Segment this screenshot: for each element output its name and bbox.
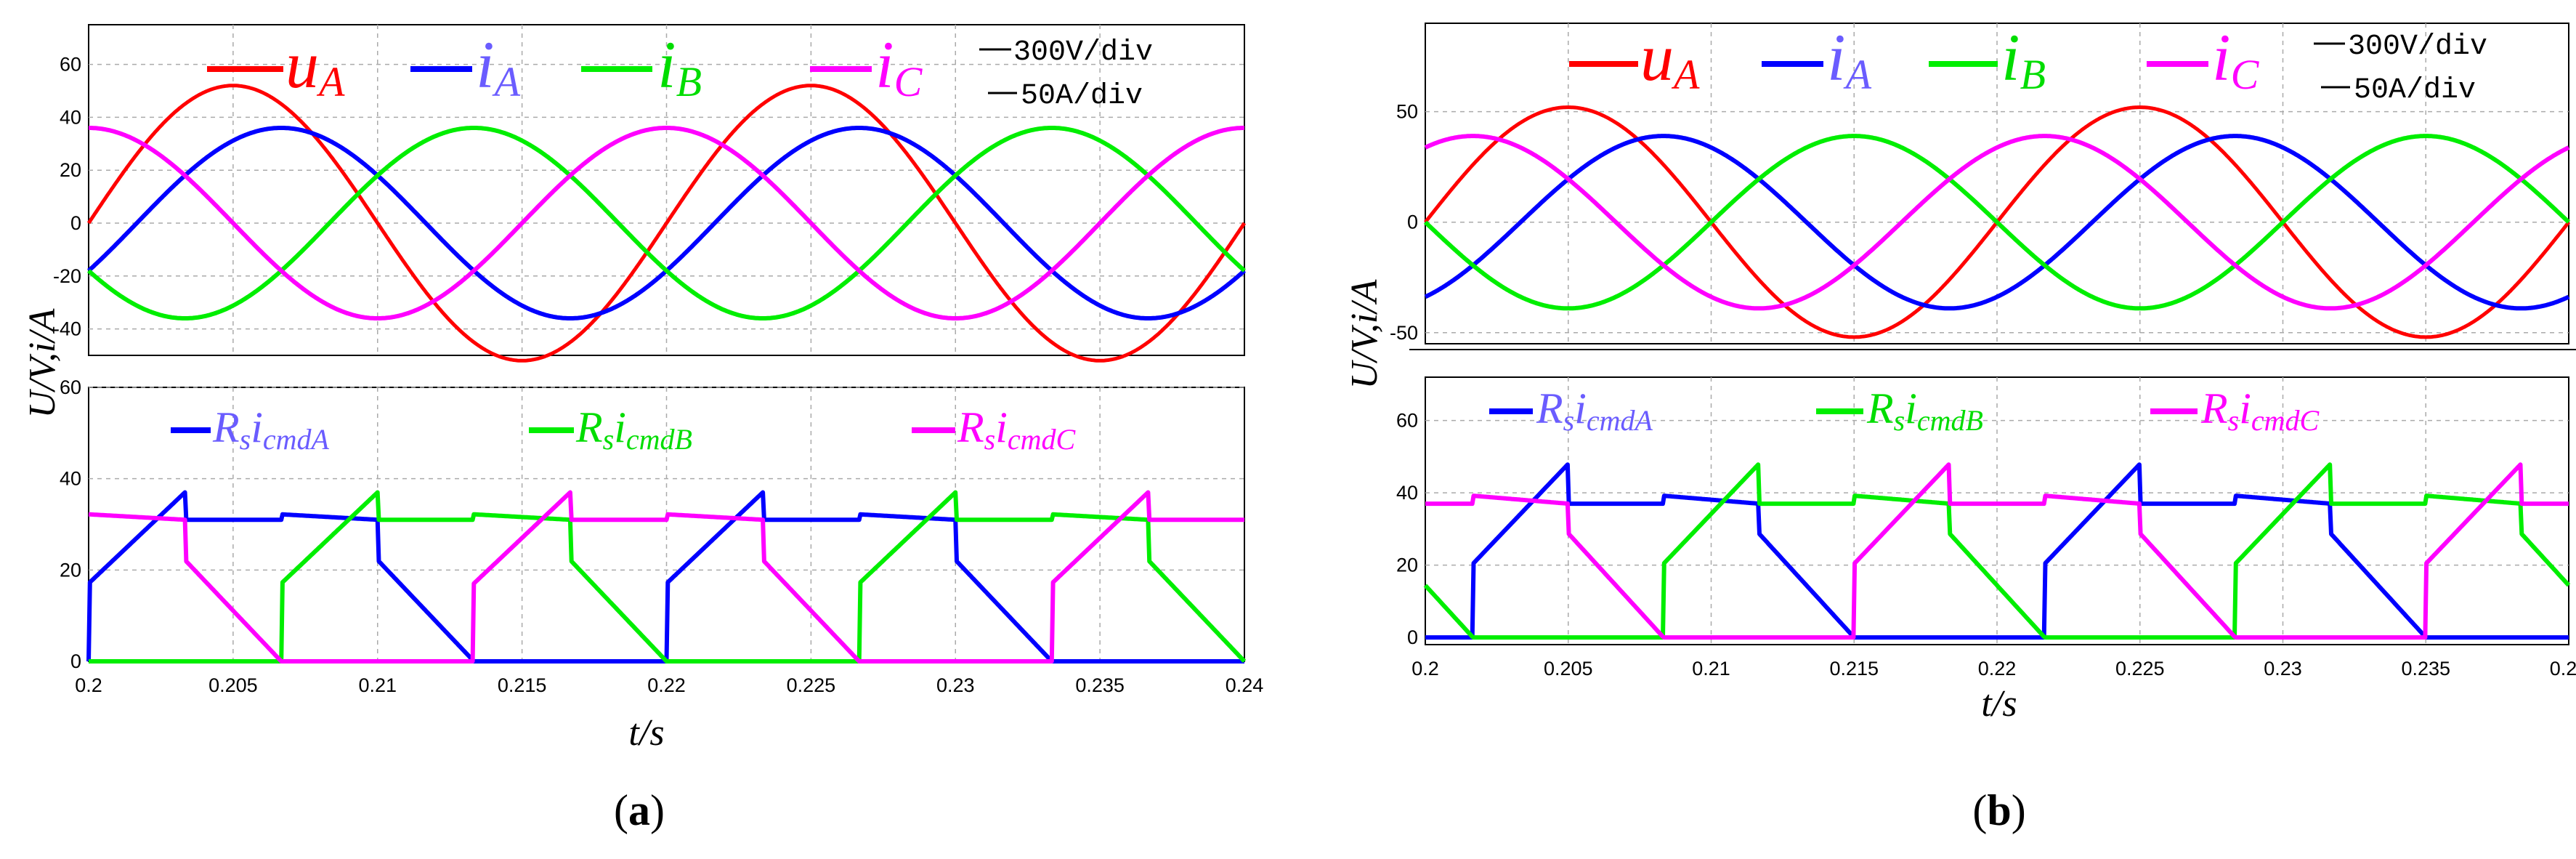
scale-text-v-b: 300V/div xyxy=(2348,31,2487,63)
ytick-label-a-upper: 60 xyxy=(60,54,81,76)
xtick-label-a-lower: 0.215 xyxy=(498,674,547,696)
ytick-label-a-upper: 40 xyxy=(60,106,81,128)
ytick-label-a-upper: -20 xyxy=(53,265,81,287)
caption-b: (b) xyxy=(1972,786,2025,834)
xtick-label-b-lower: 0.2 xyxy=(1411,658,1439,679)
ytick-label-a-lower: 0 xyxy=(70,650,81,672)
caption-a: (a) xyxy=(614,786,665,834)
ylabel-a: U/V,i/A xyxy=(22,308,63,418)
xlabel-a: t/s xyxy=(628,712,664,754)
xtick-label-b-lower: 0.22 xyxy=(1978,658,2017,679)
xtick-label-b-lower: 0.235 xyxy=(2401,658,2450,679)
ytick-label-a-upper: 0 xyxy=(70,212,81,234)
ytick-label-b-lower: 60 xyxy=(1396,410,1418,432)
xtick-label-a-lower: 0.23 xyxy=(936,674,975,696)
ytick-label-b-upper: -50 xyxy=(1390,322,1418,344)
ytick-label-a-lower: 40 xyxy=(60,468,81,490)
figure: 6040200-20-4060402000.2 0.205 0.21 0.215 0.2… xyxy=(0,0,2576,859)
scale-text-v-a: 300V/div xyxy=(1013,36,1153,69)
xtick-label-b-lower: 0.24 xyxy=(2550,658,2576,679)
xtick-label-b-lower: 0.205 xyxy=(1544,658,1593,679)
ytick-label-a-lower: 20 xyxy=(60,559,81,581)
xtick-label-b-lower: 0.225 xyxy=(2115,658,2165,679)
xtick-label-a-lower: 0.225 xyxy=(787,674,836,696)
xtick-label-a-lower: 0.21 xyxy=(358,674,397,696)
ytick-label-b-lower: 20 xyxy=(1396,554,1418,576)
xtick-label-a-lower: 0.22 xyxy=(647,674,686,696)
xtick-label-b-lower: 0.23 xyxy=(2264,658,2302,679)
xtick-label-a-lower: 0.2 xyxy=(75,674,102,696)
ytick-label-b-lower: 0 xyxy=(1407,626,1418,648)
xtick-label-a-lower: 0.24 xyxy=(1226,674,1264,696)
scale-text-i-a: 50A/div xyxy=(1021,80,1143,113)
ytick-label-b-lower: 40 xyxy=(1396,482,1418,504)
xtick-label-b-lower: 0.215 xyxy=(1829,658,1879,679)
ytick-label-b-upper: 0 xyxy=(1407,211,1418,233)
ylabel-b: U/V,i/A xyxy=(1344,279,1385,389)
ytick-label-a-upper: 20 xyxy=(60,159,81,181)
xlabel-b: t/s xyxy=(1981,683,2017,725)
scale-text-i-b: 50A/div xyxy=(2354,74,2476,107)
xtick-label-a-lower: 0.235 xyxy=(1075,674,1125,696)
xtick-label-b-lower: 0.21 xyxy=(1692,658,1730,679)
ytick-label-b-upper: 50 xyxy=(1396,101,1418,123)
xtick-label-a-lower: 0.205 xyxy=(208,674,258,696)
